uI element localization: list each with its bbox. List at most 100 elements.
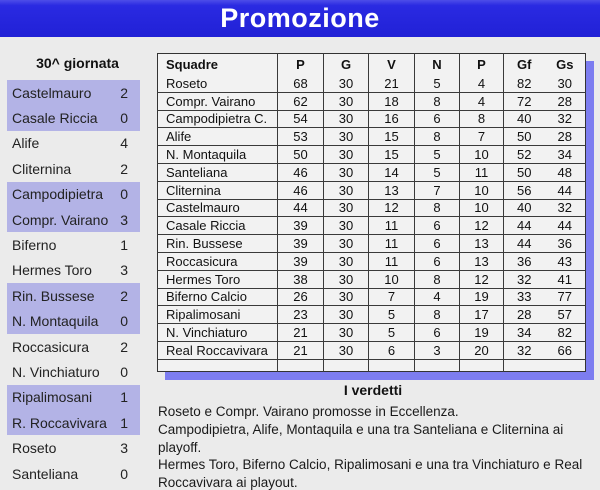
stat-cell: 30: [323, 92, 369, 111]
team-cell: N. Vinchiaturo: [157, 323, 278, 342]
team-cell: Santeliana: [157, 163, 278, 182]
stat-cell: 30: [323, 75, 369, 93]
stat-cell: 6: [414, 216, 460, 236]
stat-cell: 10: [459, 199, 504, 218]
stat-cell: 32: [544, 199, 586, 218]
team-name: Biferno: [12, 237, 57, 254]
stat-cell: 18: [368, 92, 415, 111]
stat-cell: 8: [459, 110, 504, 129]
stat-cell: 5: [368, 305, 415, 325]
stat-cell: 46: [277, 163, 324, 182]
stat-cell: 30: [323, 216, 369, 236]
team-name: Alife: [12, 135, 40, 152]
team-name: Cliternina: [12, 160, 72, 177]
stat-cell: 50: [277, 145, 324, 164]
stat-cell: 66: [544, 341, 586, 360]
stat-cell: 6: [414, 323, 460, 342]
stat-cell: 4: [414, 288, 460, 307]
match-row: Casale Riccia 0: [7, 105, 140, 131]
stat-cell: 21: [277, 341, 324, 360]
table-row: Campodipietra C. 54 30 16 6 8 40 32: [157, 110, 586, 129]
team-name: Roccasicura: [12, 338, 90, 355]
team-score: 2: [120, 338, 128, 355]
column-header: G: [323, 53, 369, 75]
column-header: P: [277, 53, 324, 75]
stat-cell: 8: [414, 199, 460, 218]
stat-cell: 30: [323, 252, 369, 271]
team-score: 0: [120, 110, 128, 127]
team-score: 0: [120, 313, 128, 330]
stat-cell: 6: [414, 252, 460, 271]
column-header: Gf: [517, 57, 532, 72]
spacer-cell: [277, 359, 324, 372]
team-score: 2: [120, 84, 128, 101]
matchday-title: 30^ giornata: [36, 55, 119, 71]
stat-cell: 34: [544, 145, 586, 164]
stat-cell: 44: [277, 199, 324, 218]
stat-cell: 54: [277, 110, 324, 129]
stat-cell: 17: [459, 305, 504, 325]
stat-cell: 11: [368, 216, 415, 236]
stat-cell: 11: [459, 163, 504, 182]
spacer-cell: [368, 359, 415, 372]
column-header: P: [459, 53, 504, 75]
stat-cell: 5: [368, 323, 415, 342]
stat-cell: 23: [277, 305, 324, 325]
stat-cell: 38: [277, 270, 324, 289]
team-score: 3: [120, 211, 128, 228]
stat-cell: 8: [414, 92, 460, 111]
table-row: Compr. Vairano 62 30 18 8 4 72 28: [157, 92, 586, 111]
standings-body: Roseto 68 30 21 5 4 82 30 Compr. Vairano 62 30 18 8 4…: [157, 75, 586, 372]
spacer-cell: [459, 359, 504, 372]
stat-cell: 30: [323, 234, 369, 253]
stat-cell: 36: [503, 252, 545, 271]
stat-cell: 30: [323, 199, 369, 218]
team-name: Compr. Vairano: [12, 211, 109, 228]
table-row: Ripalimosani 23 30 5 8 17 28 57: [157, 305, 586, 325]
stat-cell: 10: [459, 181, 504, 200]
table-row: Cliternina 46 30 13 7 10 56 44: [157, 181, 586, 200]
stat-cell: 44: [544, 216, 586, 236]
stat-cell: 30: [323, 341, 369, 360]
spacer-cell: [157, 359, 278, 372]
stat-cell: 32: [503, 270, 545, 289]
team-cell: Compr. Vairano: [157, 92, 278, 111]
team-cell: Roccasicura: [157, 252, 278, 271]
team-score: 1: [120, 237, 128, 254]
spacer-cell: [504, 359, 545, 371]
stat-cell: 30: [323, 110, 369, 129]
stat-cell: 30: [323, 270, 369, 289]
team-name: Santeliana: [12, 465, 79, 482]
stat-cell: 77: [544, 288, 586, 307]
team-score: 0: [120, 363, 128, 380]
stat-cell: 12: [368, 199, 415, 218]
stat-cell: 50: [503, 163, 545, 182]
stat-cell: 39: [277, 234, 324, 253]
stat-cell: 53: [277, 127, 324, 147]
stat-cell: 82: [503, 75, 545, 93]
team-name: Castelmauro: [12, 84, 92, 101]
column-header: N: [414, 53, 460, 75]
team-score: 0: [120, 465, 128, 482]
stat-cell: 13: [459, 234, 504, 253]
team-name: R. Roccavivara: [12, 414, 107, 431]
stat-cell: 19: [459, 288, 504, 307]
team-cell: Cliternina: [157, 181, 278, 200]
table-row: Rin. Bussese 39 30 11 6 13 44 36: [157, 234, 586, 253]
stat-cell: 41: [544, 270, 586, 289]
stat-cell: 13: [368, 181, 415, 200]
stat-cell: 11: [368, 234, 415, 253]
stat-cell: 7: [414, 181, 460, 200]
stat-cell: 11: [368, 252, 415, 271]
match-list: Castelmauro 2 Casale Riccia 0 Alife 4 Cliterni…: [0, 80, 155, 486]
stat-cell: 52: [503, 145, 545, 164]
team-score: 0: [120, 186, 128, 203]
page-title: Promozione: [220, 3, 380, 33]
team-cell: Biferno Calcio: [157, 288, 278, 307]
team-name: Hermes Toro: [12, 262, 92, 279]
stat-cell: 5: [414, 145, 460, 164]
spacer-cell: [414, 359, 460, 372]
stat-cell: 15: [368, 145, 415, 164]
stat-cell: 21: [277, 323, 324, 342]
stat-cell: 30: [323, 305, 369, 325]
